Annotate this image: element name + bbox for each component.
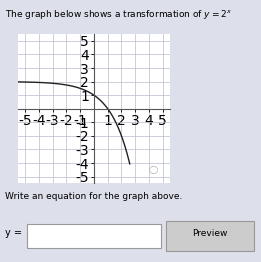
Text: Write an equation for the graph above.: Write an equation for the graph above. bbox=[5, 192, 183, 201]
Text: y =: y = bbox=[5, 228, 22, 238]
Text: Preview: Preview bbox=[192, 229, 228, 238]
Text: The graph below shows a transformation of $y = 2^x$: The graph below shows a transformation o… bbox=[5, 8, 232, 21]
FancyBboxPatch shape bbox=[166, 221, 254, 251]
Text: ◯: ◯ bbox=[149, 165, 158, 174]
FancyBboxPatch shape bbox=[27, 224, 161, 248]
